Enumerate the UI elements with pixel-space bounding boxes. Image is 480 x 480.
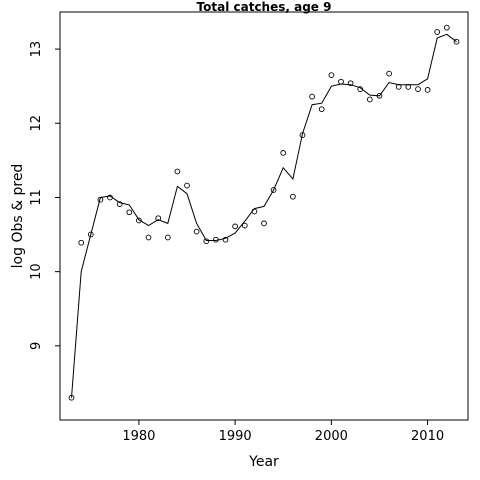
observed-point <box>270 187 277 193</box>
observed-point <box>213 236 219 243</box>
predicted-line <box>71 33 457 398</box>
observed-point <box>136 217 142 224</box>
observed-point <box>222 236 229 243</box>
observed-point <box>453 38 460 45</box>
observed-point <box>145 234 152 241</box>
observed-point <box>116 201 123 207</box>
observed-point <box>232 223 238 230</box>
observed-point <box>366 96 373 103</box>
observed-point <box>434 29 441 35</box>
y-tick-label: 9 <box>29 342 44 350</box>
observed-point <box>338 78 344 85</box>
observed-point <box>155 215 162 222</box>
chart-title: Total catches, age 9 <box>197 0 332 14</box>
x-tick-label: 1980 <box>122 429 155 444</box>
y-axis: 9 10 11 12 13 <box>29 41 60 350</box>
observed-point <box>405 84 412 90</box>
observed-point <box>164 234 171 241</box>
observed-point <box>68 394 75 401</box>
y-tick-label: 12 <box>29 115 44 132</box>
observed-point <box>290 193 296 200</box>
observed-point <box>415 86 421 92</box>
x-tick-label: 2000 <box>315 429 348 444</box>
observed-points-layer <box>68 24 460 401</box>
observed-point <box>395 84 402 90</box>
observed-point <box>328 72 335 78</box>
observed-point <box>357 86 364 92</box>
observed-point <box>241 222 248 229</box>
observed-point <box>193 228 200 235</box>
observed-point <box>184 182 190 189</box>
y-axis-label: log Obs & pred <box>10 164 26 269</box>
observed-point <box>318 106 325 113</box>
observed-point <box>174 168 181 175</box>
y-tick-label: 11 <box>29 189 44 206</box>
observed-point <box>126 209 133 216</box>
y-tick-label: 10 <box>29 263 44 280</box>
observed-point <box>78 239 85 246</box>
observed-point <box>251 208 258 215</box>
plot-frame <box>59 11 469 421</box>
observed-point <box>309 93 315 100</box>
observed-point <box>203 238 210 245</box>
observed-point <box>97 196 104 203</box>
observed-point <box>280 150 287 156</box>
x-axis-label: Year <box>248 454 279 470</box>
observed-point <box>386 70 392 77</box>
x-tick-label: 2010 <box>411 429 444 444</box>
observed-point <box>443 24 450 31</box>
observed-point <box>299 132 306 138</box>
y-tick-label: 13 <box>29 41 44 58</box>
observed-point <box>87 231 94 238</box>
observed-point <box>424 87 431 93</box>
observed-point <box>347 80 354 87</box>
observed-point <box>261 220 267 227</box>
observed-point <box>376 92 383 99</box>
observed-point <box>107 194 113 201</box>
x-axis: 1980 1990 2000 2010 <box>122 420 444 444</box>
x-tick-label: 1990 <box>219 429 252 444</box>
predicted-line-layer <box>71 33 457 398</box>
